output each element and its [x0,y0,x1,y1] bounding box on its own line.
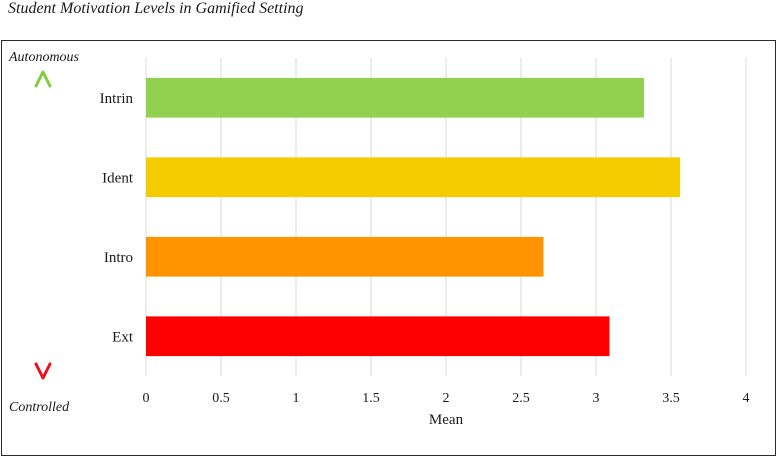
controlled-label: Controlled [9,400,70,415]
arrow-head-down-icon [34,362,52,380]
autonomous-label: Autonomous [9,50,79,65]
x-axis-label: Mean [429,412,464,428]
x-tick-label: 2.5 [512,391,530,406]
x-tick-label: 0 [143,391,150,406]
x-tick-labels: 0 0.5 1 1.5 2 2.5 3 3.5 4 [143,391,750,406]
figure-title: Student Motivation Levels in Gamified Se… [8,0,304,17]
category-label-intrin: Intrin [100,91,134,107]
x-tick-label: 2 [443,391,450,406]
x-tick-label: 0.5 [212,391,230,406]
x-tick-label: 4 [743,391,750,406]
bar-intro [146,236,544,277]
bar-ident [146,157,680,198]
bar-ext [146,316,610,357]
chart-frame [1,40,776,456]
category-label-ident: Ident [102,170,134,186]
bars [146,77,680,357]
x-tick-label: 1 [293,391,300,406]
category-labels: Intrin Ident Intro Ext [100,91,134,346]
x-tick-label: 3 [593,391,600,406]
arrow-head-up-icon [34,70,52,88]
category-label-ext: Ext [112,329,134,345]
x-tick-label: 3.5 [662,391,680,406]
category-label-intro: Intro [104,250,133,266]
bar-intrin [146,77,644,118]
x-tick-label: 1.5 [362,391,380,406]
